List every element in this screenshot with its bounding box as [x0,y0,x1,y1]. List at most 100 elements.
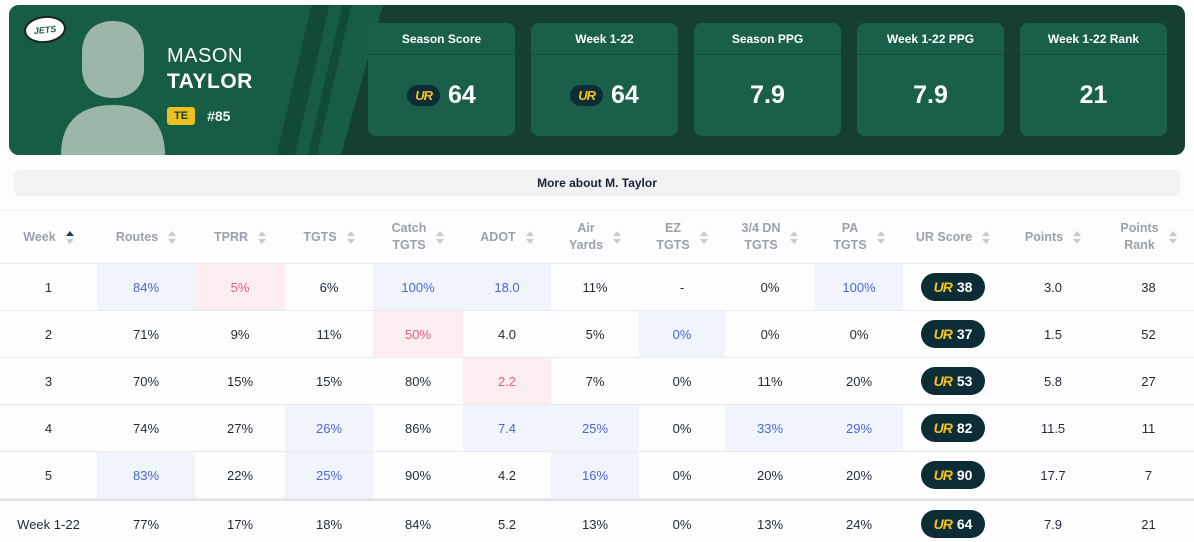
table-cell: 100% [815,264,903,310]
sort-desc-icon [168,238,177,244]
column-header-ur-score[interactable]: UR Score [903,211,1003,263]
column-header-pa-tgts[interactable]: PA TGTS [815,211,903,263]
table-cell: 29% [815,405,903,451]
column-header-3-4-dn-tgts[interactable]: 3/4 DN TGTS [725,211,815,263]
table-row: 5 83% 22% 25% 90% 4.2 16% 0% 20% 20% UR 90 17.7 7 [0,452,1194,499]
ur-score-value: 38 [956,279,973,295]
sort-asc-icon [1168,230,1177,236]
table-body: 1 84% 5% 6% 100% 18.0 11% -0% 100% UR 38 3.0 38 2 71% 9… [0,264,1194,542]
sort-desc-icon [1073,238,1082,244]
table-cell: 84% [404,516,432,532]
table-cell: 9% [230,326,250,342]
table-cell: 20% [845,373,873,389]
sort-desc-icon [346,238,355,244]
team-logo-text: JETS [33,23,57,36]
ur-logo-icon: UR [407,85,440,106]
column-header-ez-tgts[interactable]: EZ TGTS [639,211,725,263]
ur-logo-text: UR [415,88,433,103]
stat-card-value: 7.9 [694,55,841,136]
column-header-points[interactable]: Points [1003,211,1103,263]
table-cell: 0% [672,420,692,436]
column-label: UR Score [915,229,973,244]
table-cell: - [679,279,685,295]
sort-arrows-icon [258,230,267,244]
ur-logo-text: UR [933,373,953,389]
column-header-points-rank[interactable]: Points Rank [1103,211,1194,263]
summary-row: Week 1-22 77% 17% 18% 84% 5.2 13% 0% 13% 24% UR 64 7… [0,499,1194,542]
table-cell: 5 [44,467,53,483]
ur-score-badge: UR 53 [921,367,985,395]
player-header: JETS MASON TAYLOR TE #85 Season Score UR 6… [9,5,1185,155]
column-label: 3/4 DN TGTS [741,221,781,252]
table-row: 2 71% 9% 11% 50% 4.0 5% 0% 0% 0% UR 37 1.5 52 [0,311,1194,358]
sort-asc-icon [790,230,799,236]
stat-card-week-1-22: Week 1-22 UR 64 [531,23,678,136]
ur-logo-text: UR [933,420,953,436]
table-cell: 1.5 [1043,326,1063,342]
sort-asc-icon [346,230,355,236]
player-last-name: TAYLOR [167,70,253,93]
table-cell: 17% [226,516,254,532]
stat-card-number: 7.9 [750,81,785,109]
position-badge: TE [167,107,195,125]
sort-arrows-icon [525,230,534,244]
column-label: PA TGTS [833,221,867,252]
stat-card-label: Week 1-22 Rank [1020,23,1167,55]
sort-desc-icon [790,238,799,244]
table-cell: Week 1-22 [17,516,80,532]
stat-card-number: 21 [1079,81,1108,109]
ur-logo-text: UR [933,467,953,483]
sort-arrows-icon [876,230,885,244]
sort-desc-icon [876,238,885,244]
ur-score-badge: UR 64 [921,510,985,538]
table-cell: 86% [404,420,432,436]
sort-arrows-icon [613,230,622,244]
sort-asc-icon [65,230,74,236]
ur-score-value: 53 [956,373,973,389]
column-header-air-yards[interactable]: Air Yards [551,211,639,263]
table-cell: 5.2 [497,516,517,532]
column-header-adot[interactable]: ADOT [463,211,551,263]
column-header-week[interactable]: Week [0,211,97,263]
table-row: 1 84% 5% 6% 100% 18.0 11% -0% 100% UR 38 3.0 38 [0,264,1194,311]
table-cell: 4 [44,420,53,436]
column-header-tgts[interactable]: TGTS [285,211,373,263]
table-cell: 27 [1141,373,1156,389]
column-header-catch-tgts[interactable]: Catch TGTS [373,211,463,263]
column-label: EZ TGTS [656,221,690,252]
sort-asc-icon [168,230,177,236]
sort-arrows-icon [346,230,355,244]
stat-card-number: 64 [447,81,476,109]
stat-card-value: 21 [1020,55,1167,136]
table-cell: 21 [1141,516,1156,532]
ur-logo-text: UR [933,326,953,342]
table-cell: 18.0 [463,264,551,310]
stat-card-value: 7.9 [857,55,1004,136]
player-info: MASON TAYLOR TE #85 [167,45,253,125]
stat-card-label: Week 1-22 PPG [857,23,1004,55]
table-cell: 84% [97,264,195,310]
sort-asc-icon [876,230,885,236]
table-cell: 11% [582,279,608,295]
column-label: Routes [115,229,159,244]
ur-score-badge: UR 37 [921,320,985,348]
table-cell: 6% [319,279,339,295]
column-header-tprr[interactable]: TPRR [195,211,285,263]
stat-card-number: 64 [610,81,639,109]
ur-score-value: 82 [956,420,973,436]
sort-desc-icon [258,238,267,244]
sort-desc-icon [699,238,708,244]
table-cell: 13% [756,516,784,532]
column-header-routes[interactable]: Routes [97,211,195,263]
table-cell: 25% [285,452,373,498]
sort-asc-icon [258,230,267,236]
sort-arrows-icon [168,230,177,244]
stat-card-value: UR 64 [531,55,678,136]
table-cell: UR 38 [903,264,1003,310]
more-about-button[interactable]: More about M. Taylor [14,170,1180,196]
player-first-name: MASON [167,45,243,67]
table-cell: 7 [1144,467,1153,483]
table-cell: 83% [97,452,195,498]
column-label: ADOT [480,229,516,244]
sort-desc-icon [65,238,74,244]
